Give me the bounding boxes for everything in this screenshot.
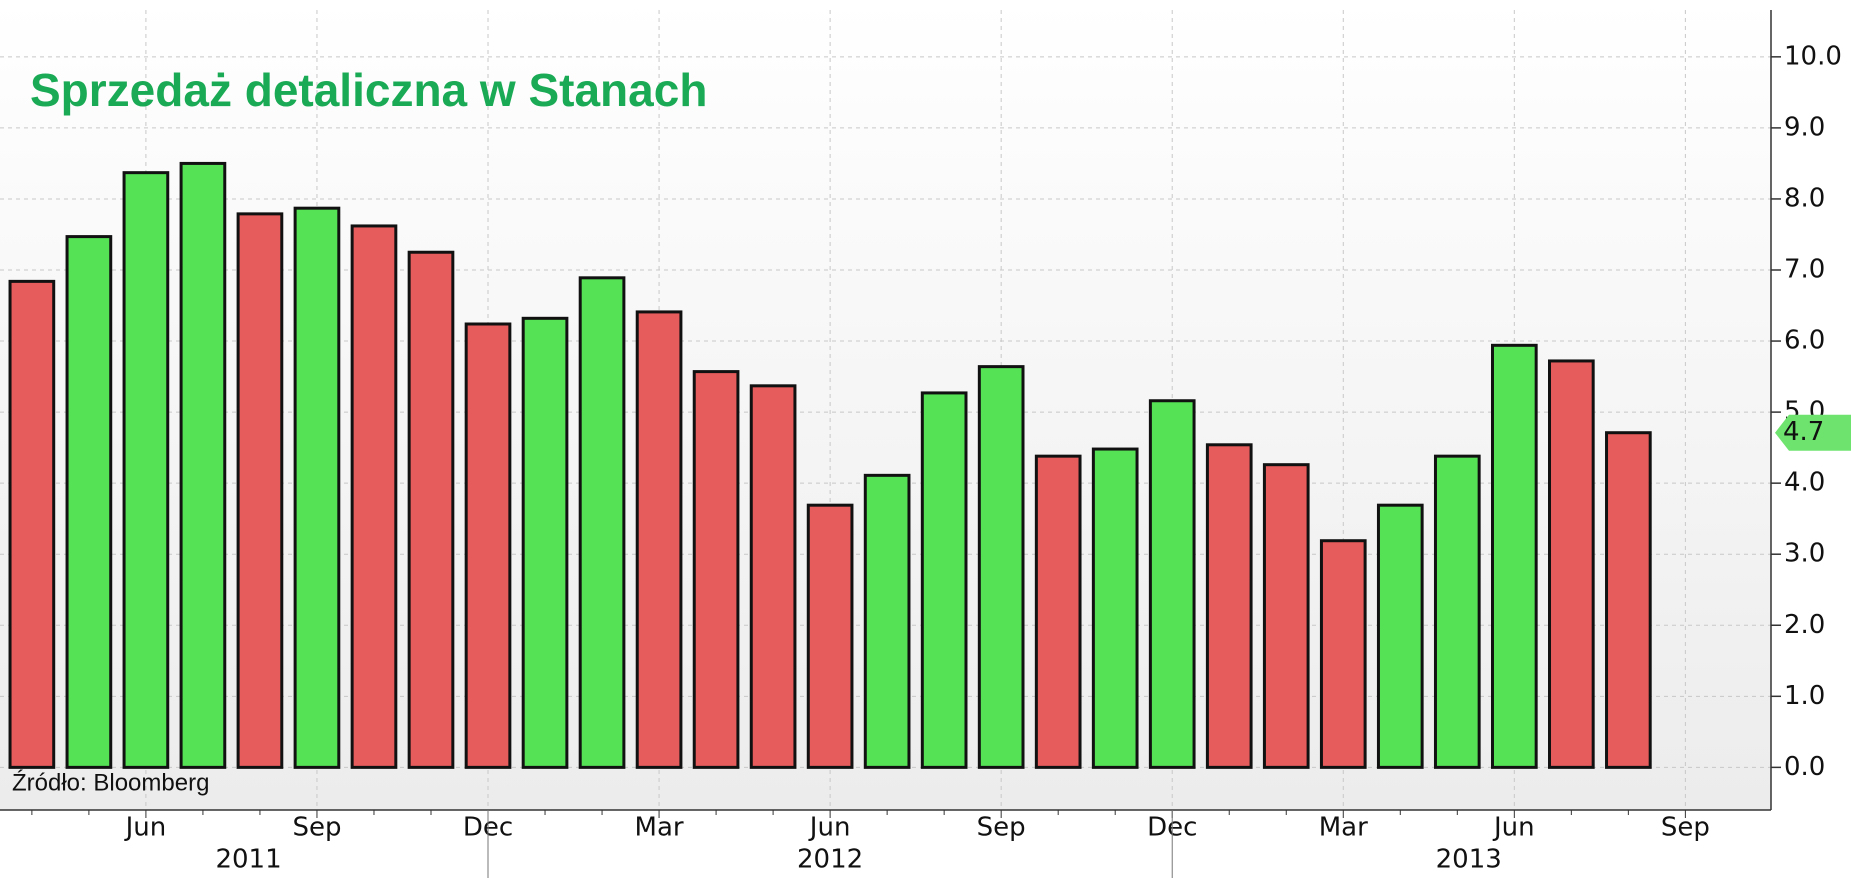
bar bbox=[1433, 454, 1481, 769]
y-tick-label: 1.0 bbox=[1784, 681, 1825, 711]
bar bbox=[1376, 503, 1424, 769]
x-tick-label: Mar bbox=[1319, 813, 1368, 843]
y-tick-label: 2.0 bbox=[1784, 610, 1825, 640]
bar bbox=[806, 503, 854, 769]
year-label: 2012 bbox=[797, 845, 863, 875]
bar bbox=[1490, 343, 1538, 769]
bar bbox=[1091, 447, 1139, 769]
bar bbox=[1605, 431, 1652, 769]
bar bbox=[1148, 399, 1196, 769]
y-tick-label: 0.0 bbox=[1784, 752, 1825, 782]
bar bbox=[293, 206, 341, 769]
bar bbox=[464, 322, 512, 769]
y-tick-label: 4.0 bbox=[1784, 468, 1825, 498]
bar bbox=[863, 473, 911, 769]
x-tick-label: Jun bbox=[808, 813, 851, 843]
bar bbox=[635, 310, 683, 769]
x-tick-label: Mar bbox=[635, 813, 684, 843]
y-tick-label: 6.0 bbox=[1784, 326, 1825, 356]
x-tick-label: Sep bbox=[1661, 813, 1710, 843]
bar bbox=[1262, 463, 1310, 769]
x-tick-label: Jun bbox=[124, 813, 167, 843]
bar bbox=[350, 224, 398, 769]
bar bbox=[977, 365, 1025, 769]
bar bbox=[521, 316, 569, 769]
y-tick-label: 3.0 bbox=[1784, 539, 1825, 569]
bar bbox=[65, 235, 113, 769]
bar bbox=[1319, 539, 1367, 769]
bar bbox=[920, 391, 968, 769]
x-tick-label: Sep bbox=[292, 813, 341, 843]
x-tick-label: Sep bbox=[977, 813, 1026, 843]
y-tick-label: 8.0 bbox=[1784, 183, 1825, 213]
source: Źródło: Bloomberg bbox=[12, 769, 209, 796]
bar bbox=[179, 161, 227, 769]
bar bbox=[1205, 443, 1253, 769]
bar bbox=[407, 250, 455, 769]
bar bbox=[1548, 359, 1595, 769]
bar bbox=[236, 212, 284, 769]
y-tick-label: 9.0 bbox=[1784, 112, 1825, 142]
year-label: 2013 bbox=[1436, 845, 1502, 875]
bar bbox=[122, 171, 170, 769]
y-tick-label: 10.0 bbox=[1784, 41, 1842, 71]
chart-title: Sprzedaż detaliczna w Stanach bbox=[30, 64, 707, 116]
bar bbox=[1034, 454, 1082, 769]
y-tick-label: 7.0 bbox=[1784, 255, 1825, 285]
last-value-label: 4.7 bbox=[1783, 417, 1824, 447]
bar bbox=[749, 384, 797, 769]
bar bbox=[692, 370, 740, 769]
bar bbox=[578, 276, 626, 769]
year-label: 2011 bbox=[215, 845, 281, 875]
bar bbox=[8, 279, 56, 769]
last-value-tag bbox=[1775, 414, 1851, 451]
x-tick-label: Jun bbox=[1492, 813, 1535, 843]
